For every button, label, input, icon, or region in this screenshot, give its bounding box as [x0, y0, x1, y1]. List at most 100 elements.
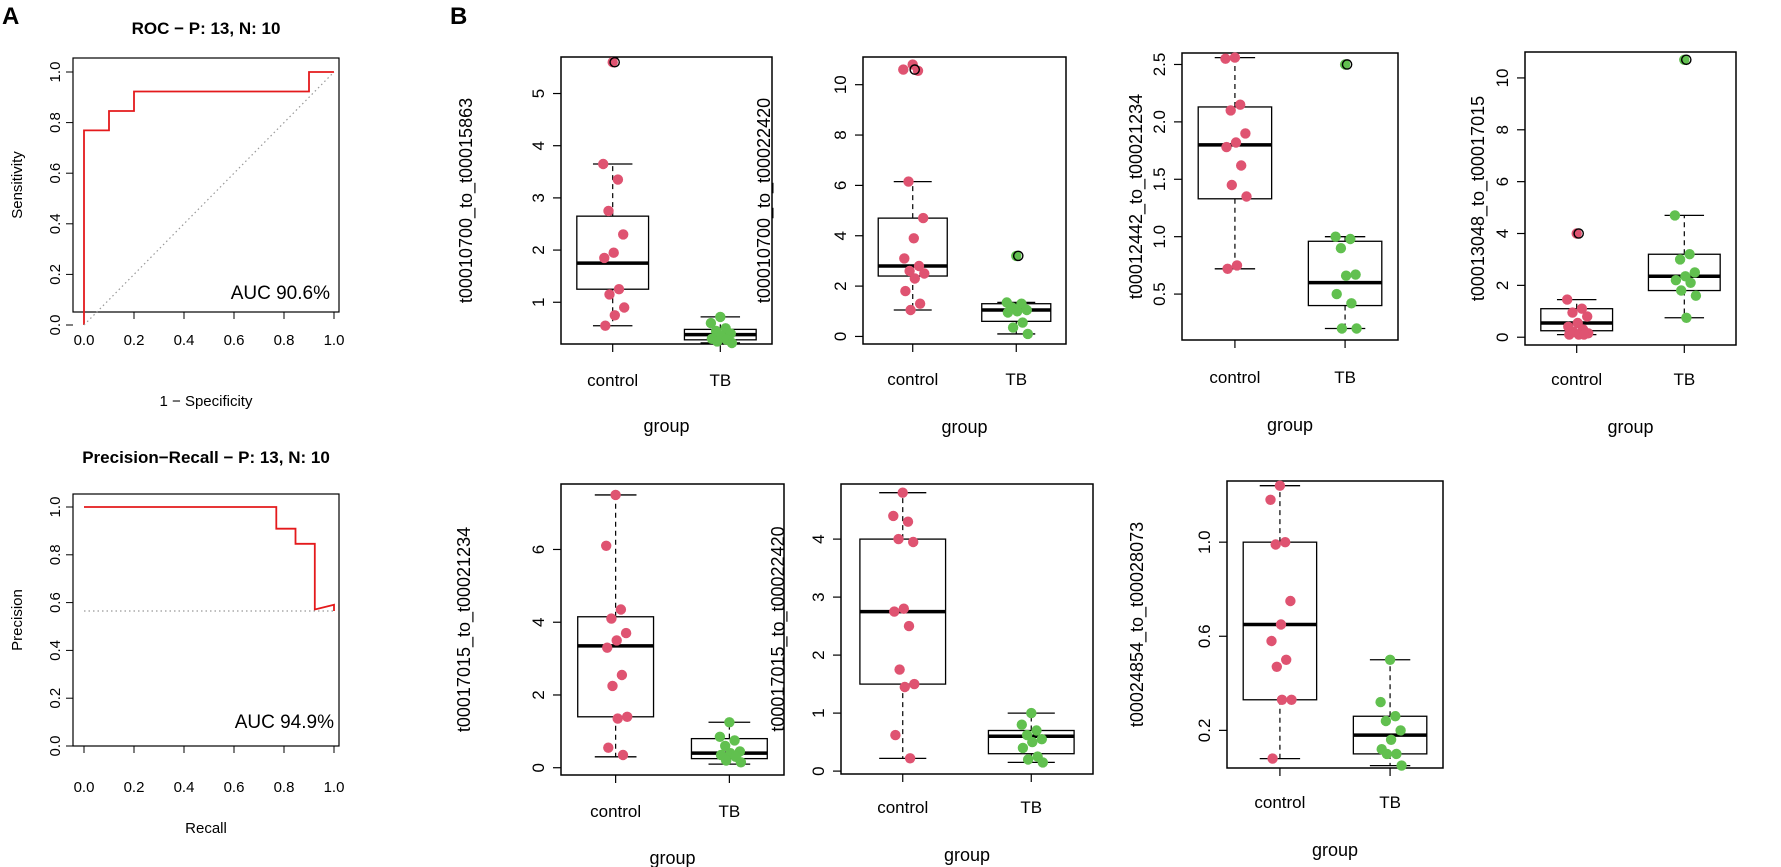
b3-point-tb [1351, 323, 1362, 334]
panel-label-b: B [450, 3, 467, 30]
b6-point-control [909, 678, 920, 690]
roc-x-tick-label: 0.6 [224, 332, 245, 349]
b6-point-tb [1022, 754, 1034, 765]
b4-plot-frame [1524, 51, 1737, 346]
b6-point-control [908, 536, 919, 548]
b3-point-tb [1336, 323, 1348, 334]
b6-point-control [893, 533, 904, 545]
b2-chart: 0 2 4 6 8 10 control TB group t00010700_to_t00022… [754, 56, 1067, 437]
b5-box [577, 616, 655, 718]
roc-y-tick-label: 0.0 [47, 315, 64, 336]
b4-category-label-control: control [1551, 370, 1602, 389]
b5-x-axis-label: group [649, 848, 695, 867]
plots: ROC − P: 13, N: 10 0.0 0.2 0.4 0.6 0.8 1.0 0.0 0… [9, 19, 1737, 867]
b6-plot-frame [840, 483, 1094, 775]
b7-y-tick-label: 0.6 [1195, 624, 1214, 648]
b2-category-label-tb: TB [1005, 370, 1027, 389]
b4-point-control [1582, 311, 1593, 322]
b2-point-control [905, 304, 916, 316]
roc-auc-annotation: AUC 90.6% [231, 283, 330, 304]
pr-y-tick-label: 0.2 [47, 688, 64, 709]
b6-point-tb [1037, 757, 1049, 768]
roc-y-tick-label: 0.4 [47, 213, 64, 234]
b3-point-control [1222, 263, 1233, 274]
b4-point-control [1562, 294, 1573, 305]
b5-category-label-control: control [590, 802, 641, 821]
b5-point-control [602, 642, 613, 653]
b1-point-control [604, 289, 615, 300]
roc-x-tick-label: 0.4 [174, 332, 195, 349]
b7-point-tb [1375, 696, 1386, 708]
b1-y-tick-label: 1 [529, 298, 548, 307]
b1-x-axis-label: group [643, 416, 689, 436]
roc-curve-line [83, 71, 334, 325]
b6-chart: 0 1 2 3 4 control TB group t00017015_to_t0002242… [768, 483, 1094, 865]
b7-point-tb [1395, 725, 1406, 736]
b7-plot-frame [1226, 480, 1444, 769]
b3-y-axis-label: t00012442_to_t00021234 [1126, 94, 1147, 299]
b3-point-control [1225, 105, 1236, 116]
b3-y-tick-label: 2.0 [1150, 110, 1169, 134]
b2-point-control [898, 64, 909, 75]
b5-point-control [607, 680, 618, 692]
b5-point-control [622, 711, 633, 722]
b7-y-tick-label: 0.2 [1195, 719, 1214, 743]
b3-point-control [1229, 52, 1241, 63]
b1-y-tick-label: 2 [529, 245, 548, 254]
b5-point-tb [720, 740, 731, 752]
b3-chart: 0.5 1.0 1.5 2.0 2.5 control TB group t00012442_t… [1126, 52, 1399, 435]
b1-category-label-tb: TB [709, 371, 731, 390]
b4-category-label-tb: TB [1673, 370, 1695, 389]
b6-point-control [902, 516, 914, 527]
b5-point-control [606, 613, 617, 624]
roc-plot-frame [72, 57, 340, 313]
b7-chart: 0.2 0.6 1.0 control TB group t00024854_to_t000… [1127, 480, 1444, 860]
b4-y-tick-label: 2 [1493, 281, 1512, 290]
b3-point-control [1230, 137, 1242, 148]
b6-category-label-control: control [877, 798, 928, 817]
b5-point-control [601, 540, 612, 551]
b4-point-tb [1690, 290, 1702, 301]
b6-point-tb [1017, 742, 1029, 754]
b2-point-control [900, 285, 911, 297]
b6-point-control [888, 510, 899, 522]
b3-x-axis-label: group [1267, 415, 1313, 435]
b4-y-tick-label: 0 [1493, 332, 1512, 341]
b7-point-control [1267, 753, 1278, 764]
b6-point-tb [1036, 734, 1048, 745]
b1-point-control [608, 247, 619, 258]
b4-point-control [1564, 329, 1575, 340]
b5-y-tick-label: 0 [529, 763, 548, 772]
pr-x-tick-label: 0.8 [274, 779, 295, 796]
b3-point-tb [1331, 288, 1342, 300]
b4-outlier [1573, 228, 1584, 239]
b3-point-control [1241, 191, 1252, 202]
b4-point-tb [1669, 210, 1681, 221]
b5-point-tb [724, 717, 735, 728]
b4-point-control [1576, 303, 1588, 314]
roc-y-tick-label: 0.2 [47, 264, 64, 285]
roc-title: ROC − P: 13, N: 10 [132, 19, 281, 38]
b2-point-tb [1007, 322, 1019, 333]
b1-chart: 1 2 3 4 5 control TB group t00010700_to_t0001586… [456, 56, 773, 436]
b6-x-axis-label: group [944, 845, 990, 865]
roc-x-axis-label: 1 − Specificity [160, 393, 253, 410]
b6-point-tb [1027, 736, 1038, 748]
b4-chart: 0 2 4 6 8 10 control TB group t00013048_to_t00017… [1468, 51, 1737, 437]
b7-point-control [1275, 619, 1287, 630]
b2-point-tb [1022, 328, 1033, 340]
pr-y-axis-label: Precision [9, 589, 26, 651]
b1-point-tb [712, 336, 723, 347]
b4-y-tick-label: 8 [1493, 125, 1512, 134]
pr-y-tick-label: 0.8 [47, 544, 64, 565]
pr-y-tick-label: 0.6 [47, 592, 64, 613]
b4-y-tick-label: 10 [1493, 68, 1512, 87]
b1-point-tb [705, 317, 717, 329]
b4-point-tb [1685, 277, 1696, 288]
b6-point-control [898, 603, 909, 614]
pr-y-tick-label: 1.0 [47, 497, 64, 518]
pr-chart: Precision−Recall − P: 13, N: 10 0.0 0.2 0.4… [9, 448, 344, 837]
b3-point-control [1236, 160, 1247, 171]
pr-x-tick-label: 1.0 [324, 779, 345, 796]
